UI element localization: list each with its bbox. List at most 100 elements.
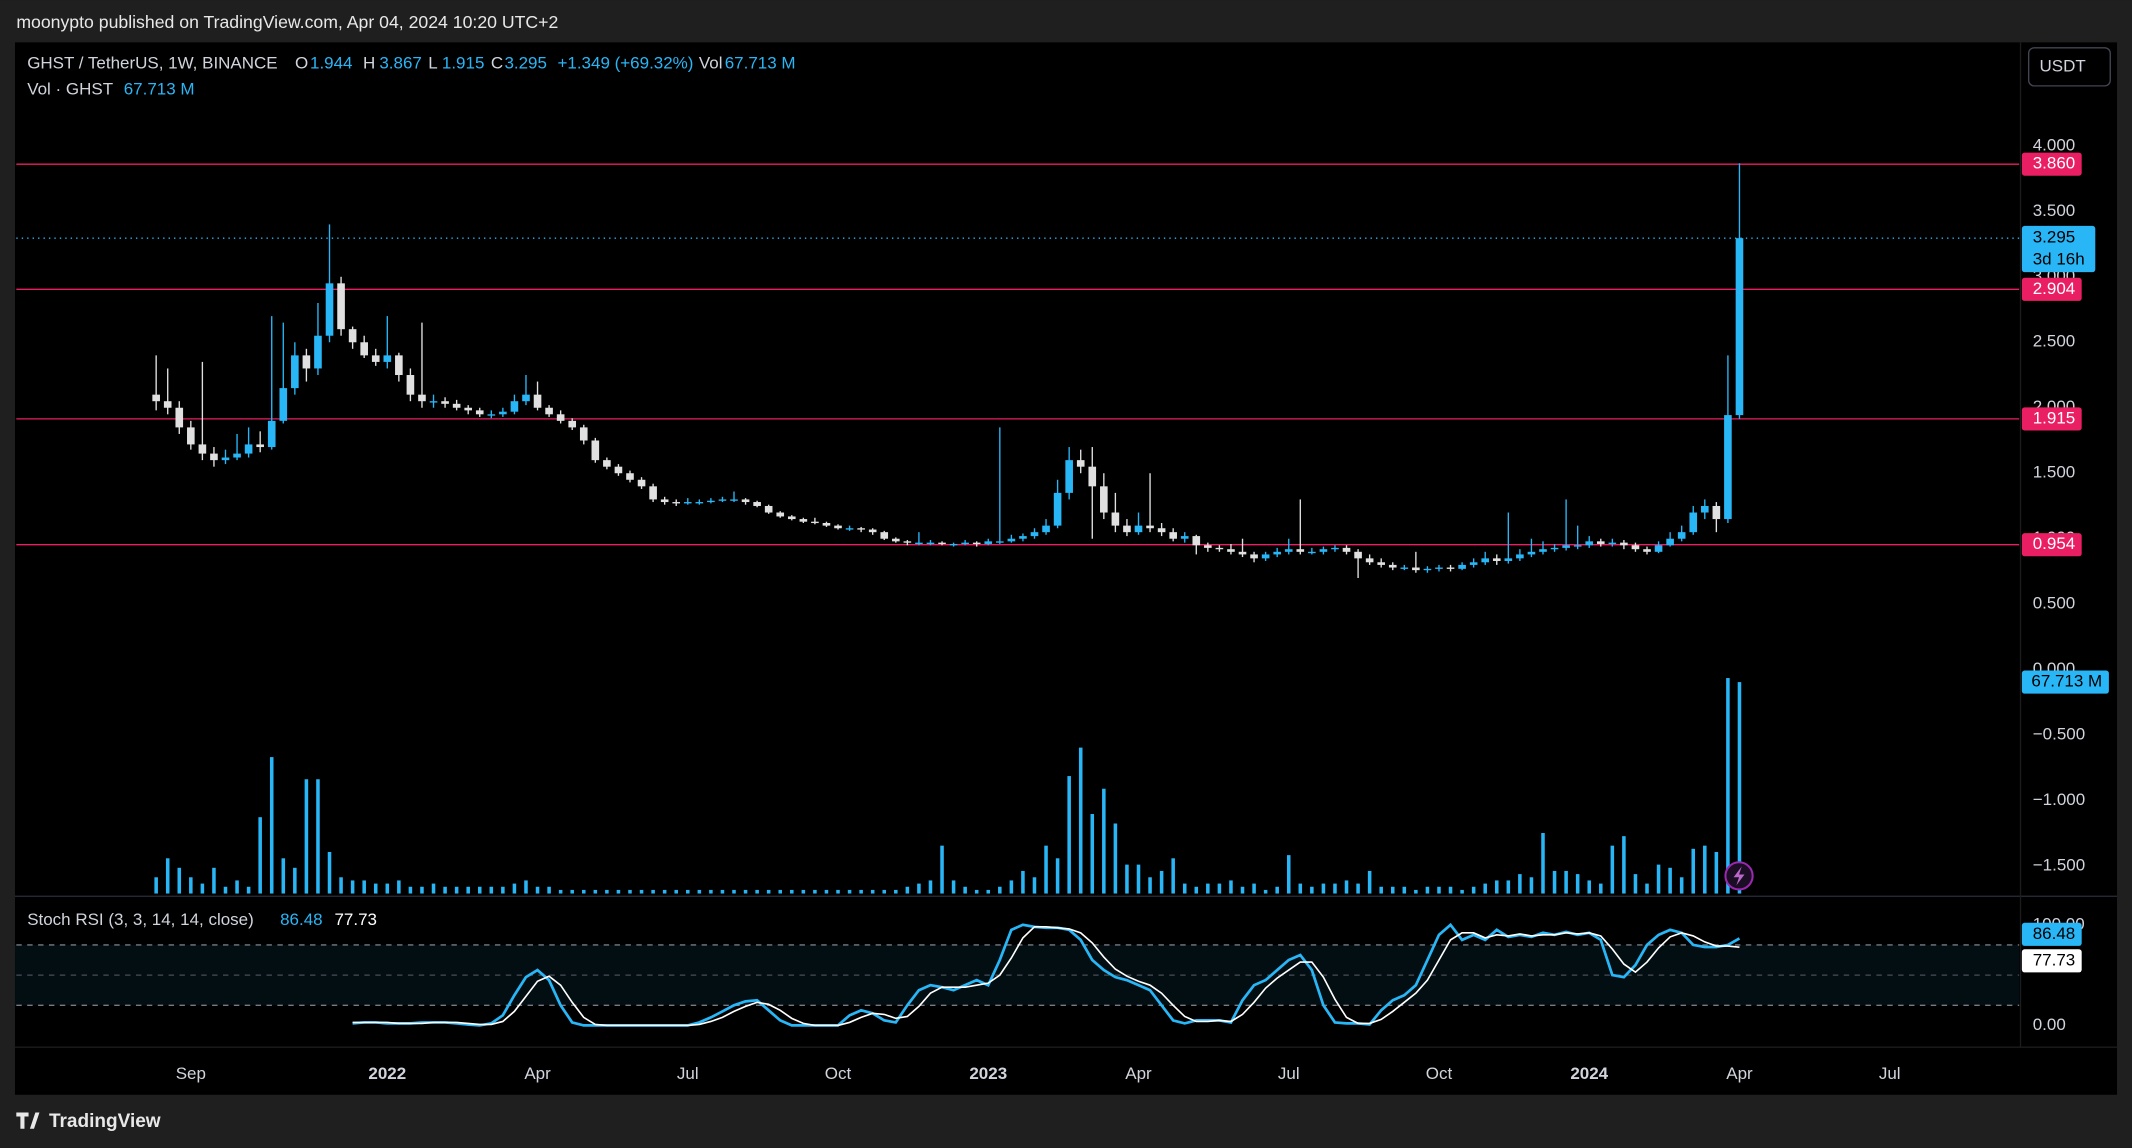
author-line: moonypto published on TradingView.com, A…: [16, 12, 558, 32]
volume-bar: [1645, 883, 1649, 894]
volume-bar: [189, 877, 193, 894]
chart-layer: 4.0003.5003.0002.5002.0001.5001.0000.500…: [14, 135, 2109, 1083]
candle-body: [1007, 538, 1016, 542]
candle-body: [1677, 532, 1686, 539]
volume-bar: [905, 886, 910, 894]
volume-bar: [316, 779, 320, 894]
candle-body: [1666, 538, 1674, 546]
volume-bar: [385, 883, 390, 894]
y-tick-label: 3.500: [2033, 201, 2076, 220]
volume-legend-value: 67.713 M: [124, 79, 195, 98]
x-tick-label: Jul: [677, 1064, 699, 1083]
legend-change: +1.349 (+69.32%): [557, 54, 693, 73]
candle-body: [1146, 525, 1154, 529]
candle-body: [1504, 558, 1513, 561]
volume-bar: [709, 889, 713, 894]
volume-bar: [801, 889, 806, 894]
candle-body: [1539, 549, 1547, 552]
legend-h: H: [363, 54, 375, 73]
volume-bar: [1321, 883, 1326, 894]
volume-bar: [1471, 886, 1476, 894]
candle-body: [1654, 545, 1663, 552]
volume-bar: [258, 817, 262, 894]
countdown: 3d 16h: [2033, 249, 2085, 268]
x-tick-label: Jul: [1879, 1064, 1901, 1083]
volume-bar: [639, 889, 644, 894]
volume-bar: [547, 886, 551, 894]
volume-bar: [1714, 851, 1719, 894]
candle-body: [1435, 567, 1443, 569]
volume-bar: [1703, 845, 1707, 894]
candle-body: [1238, 551, 1247, 555]
currency-button-label[interactable]: USDT: [2040, 56, 2086, 75]
volume-bar: [454, 886, 459, 894]
candle-body: [487, 414, 496, 416]
stoch-tag-label: 86.48: [2033, 924, 2076, 943]
candle-body: [822, 522, 831, 526]
candle-body: [1388, 564, 1397, 568]
stoch-k-value: 86.48: [280, 910, 323, 929]
candle-body: [1516, 554, 1524, 559]
level-tag: [2021, 152, 2082, 176]
volume-bar: [1390, 886, 1395, 894]
volume-bar: [246, 886, 251, 894]
candle-body: [371, 355, 380, 362]
candle-body: [1446, 567, 1455, 569]
volume-bar: [928, 880, 933, 894]
candle-body: [545, 407, 553, 415]
candle-body: [787, 516, 796, 520]
volume-bar: [373, 883, 378, 894]
x-tick-label: Apr: [1125, 1064, 1152, 1083]
stoch-tag: [2021, 949, 2082, 973]
volume-bar: [524, 880, 528, 894]
volume-bar: [1021, 870, 1025, 894]
volume-bar: [223, 886, 228, 894]
candle-body: [244, 444, 253, 454]
volume-bar: [1136, 864, 1141, 894]
volume-bar: [674, 889, 678, 894]
legend-l: L: [428, 54, 437, 73]
candle-body: [926, 542, 935, 545]
candle-body: [1100, 486, 1108, 513]
candle-body: [845, 528, 854, 530]
volume-bar: [1125, 864, 1129, 894]
volume-bar: [1009, 880, 1014, 894]
legend-open: 1.944: [310, 54, 353, 73]
candle-body: [1458, 564, 1466, 569]
candle-body: [1284, 549, 1293, 552]
legend-o: O: [295, 54, 308, 73]
volume-bar: [662, 889, 667, 894]
y-tick-label: −1.000: [2033, 790, 2085, 809]
volume-bar: [1113, 823, 1118, 894]
legend-high: 3.867: [379, 54, 422, 73]
level-tag-label: 0.954: [2033, 534, 2076, 553]
volume-bar: [1587, 880, 1591, 894]
candle-body: [418, 394, 426, 402]
volume-bar: [1656, 864, 1661, 894]
candle-body: [1412, 567, 1420, 571]
stoch-line: [352, 922, 1741, 1027]
volume-bar: [1333, 883, 1337, 894]
chart-area: [14, 42, 2118, 1095]
volume-bar: [1552, 870, 1557, 894]
candle-body: [210, 453, 218, 461]
volume-bar: [974, 889, 979, 894]
volume-bar: [1275, 886, 1279, 894]
volume-bar: [917, 883, 921, 894]
volume-bar: [212, 867, 216, 894]
candle-body: [337, 283, 345, 330]
volume-bar: [420, 886, 424, 894]
volume-tag-label: 67.713 M: [2031, 672, 2102, 691]
volume-bar: [1102, 788, 1106, 894]
candle-body: [718, 499, 727, 501]
legend-c: C: [491, 54, 503, 73]
volume-bar: [1217, 883, 1222, 894]
volume-bar: [293, 867, 297, 894]
candle-body: [267, 420, 276, 448]
volume-bar: [1194, 886, 1199, 894]
brand: TradingView: [49, 1111, 161, 1132]
stoch-tag: [2021, 922, 2082, 946]
currency-button[interactable]: [2027, 47, 2111, 87]
candle-body: [1227, 549, 1235, 552]
